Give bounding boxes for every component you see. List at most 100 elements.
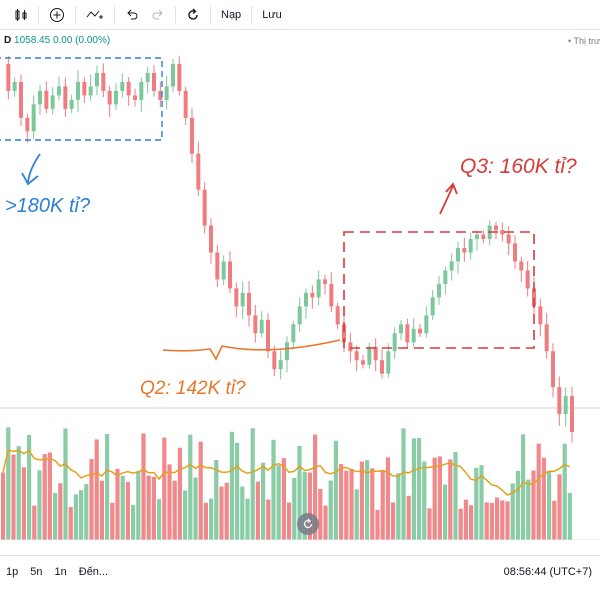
volume-bar bbox=[84, 484, 89, 540]
volume-bar bbox=[333, 440, 338, 540]
q3-note: Q3: 160K tỉ? bbox=[460, 155, 577, 178]
clock[interactable]: 08:56:44 (UTC+7) bbox=[503, 566, 592, 578]
volume-bar bbox=[229, 431, 234, 540]
volume-bar bbox=[131, 504, 136, 540]
volume-bar bbox=[287, 502, 292, 540]
range-button[interactable]: 1p bbox=[6, 566, 19, 578]
volume-bar bbox=[266, 499, 271, 540]
candle-body bbox=[291, 324, 296, 343]
toolbar-divider bbox=[114, 5, 115, 24]
candle-body bbox=[570, 396, 574, 433]
volume-bar bbox=[437, 456, 442, 540]
candles-icon[interactable] bbox=[8, 0, 34, 30]
reset-chart-button[interactable] bbox=[297, 513, 319, 535]
volume-bar bbox=[567, 492, 572, 540]
candle-body bbox=[519, 261, 524, 271]
toolbar-divider bbox=[175, 5, 176, 24]
range-button[interactable]: 5n bbox=[30, 566, 43, 578]
candle-body bbox=[57, 86, 61, 96]
range-button[interactable]: 1n bbox=[54, 566, 67, 578]
volume-bar bbox=[541, 457, 546, 540]
price-chart[interactable]: >180K tỉ? Q2: 142K tỉ? Q3: 160K tỉ? Thán… bbox=[0, 30, 600, 540]
candle-body bbox=[259, 319, 264, 334]
load-button[interactable]: Nạp bbox=[221, 8, 242, 21]
candle-body bbox=[101, 72, 106, 91]
redo-icon[interactable] bbox=[145, 0, 171, 30]
volume-bar bbox=[27, 434, 32, 540]
volume-bar bbox=[552, 500, 557, 540]
volume-bar bbox=[323, 505, 328, 540]
volume-bar bbox=[240, 486, 245, 540]
volume-bar bbox=[89, 459, 94, 540]
candle-body bbox=[247, 292, 251, 316]
candle-body bbox=[126, 81, 131, 96]
top-toolbar: Nạp Lưu bbox=[0, 0, 600, 30]
candle-body bbox=[152, 72, 156, 91]
volume-bar bbox=[365, 460, 370, 540]
volume-bar bbox=[500, 500, 505, 540]
bottom-bar: 1p 5n 1n Đến... 08:56:44 (UTC+7) bbox=[0, 555, 600, 601]
volume-bar bbox=[250, 428, 255, 540]
candle-body bbox=[158, 90, 163, 100]
candle-body bbox=[367, 346, 372, 365]
volume-bar bbox=[136, 471, 141, 540]
candle-body bbox=[202, 189, 207, 226]
candle-body bbox=[177, 63, 182, 91]
candle-body bbox=[506, 234, 511, 244]
candle-body bbox=[69, 99, 74, 109]
volume-bar bbox=[58, 483, 63, 540]
candle-body bbox=[399, 324, 403, 334]
candle-body bbox=[361, 360, 365, 365]
replay-icon[interactable] bbox=[180, 0, 206, 30]
toolbar-divider bbox=[38, 5, 39, 24]
volume-bar bbox=[151, 476, 156, 540]
candle-body bbox=[481, 234, 486, 240]
save-button[interactable]: Lưu bbox=[262, 8, 282, 21]
volume-bar bbox=[562, 443, 567, 540]
candle-body bbox=[139, 81, 144, 100]
q1-box bbox=[0, 57, 163, 141]
candle-body bbox=[468, 239, 473, 253]
volume-bar bbox=[474, 467, 479, 540]
candle-body bbox=[500, 230, 505, 235]
volume-bar bbox=[307, 472, 312, 540]
volume-layer bbox=[1, 427, 572, 540]
volume-bar bbox=[16, 446, 21, 540]
candle-body bbox=[430, 297, 435, 316]
volume-bar bbox=[37, 470, 42, 540]
market-status-label: • Thị trư bbox=[567, 36, 600, 46]
candle-body bbox=[329, 283, 334, 307]
candle-body bbox=[285, 342, 289, 361]
range-button[interactable]: Đến... bbox=[78, 566, 109, 578]
volume-bar bbox=[531, 470, 536, 540]
volume-bar bbox=[219, 486, 224, 540]
candle-body bbox=[405, 324, 410, 343]
q3-arrow bbox=[439, 182, 458, 215]
candle-body bbox=[310, 292, 315, 298]
candle-body bbox=[88, 86, 93, 96]
candle-body bbox=[411, 328, 416, 343]
volume-bar bbox=[313, 434, 318, 540]
volume-bar bbox=[162, 437, 167, 540]
volume-bar bbox=[484, 502, 489, 540]
candle-body bbox=[253, 315, 258, 334]
range-selector: 1p 5n 1n Đến... bbox=[6, 566, 108, 578]
undo-icon[interactable] bbox=[119, 0, 145, 30]
volume-ma-line bbox=[2, 448, 571, 496]
candle-body bbox=[76, 81, 80, 100]
candle-body bbox=[133, 95, 137, 100]
volume-bar bbox=[344, 470, 349, 540]
compare-icon[interactable] bbox=[80, 0, 110, 30]
volume-bar bbox=[297, 445, 302, 540]
add-indicator-icon[interactable] bbox=[43, 0, 71, 30]
volume-bar bbox=[521, 434, 526, 540]
candle-body bbox=[563, 396, 568, 415]
volume-bar bbox=[11, 454, 16, 540]
candle-body bbox=[304, 292, 308, 307]
candle-body bbox=[475, 234, 479, 240]
volume-bar bbox=[115, 468, 120, 540]
volume-bar bbox=[281, 458, 286, 540]
volume-bar bbox=[489, 503, 494, 540]
volume-bar bbox=[505, 501, 510, 540]
candle-body bbox=[525, 270, 530, 289]
